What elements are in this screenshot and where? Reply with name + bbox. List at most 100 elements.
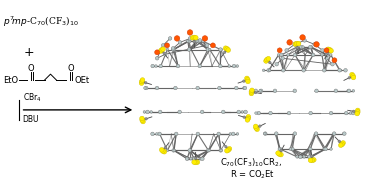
Circle shape [326, 47, 331, 52]
Circle shape [296, 41, 301, 46]
Circle shape [217, 132, 221, 136]
Circle shape [210, 43, 215, 48]
Circle shape [351, 75, 356, 80]
Circle shape [313, 43, 316, 46]
Circle shape [338, 140, 341, 143]
Circle shape [329, 54, 332, 56]
Circle shape [268, 69, 271, 72]
Circle shape [314, 42, 319, 47]
Circle shape [293, 53, 297, 57]
Circle shape [166, 48, 169, 51]
Circle shape [219, 48, 222, 51]
Circle shape [236, 65, 239, 67]
Circle shape [246, 116, 251, 121]
Circle shape [155, 50, 159, 55]
Circle shape [299, 45, 303, 49]
Circle shape [202, 36, 208, 41]
Circle shape [345, 111, 348, 115]
Circle shape [158, 49, 163, 53]
Circle shape [259, 90, 261, 92]
Circle shape [343, 132, 346, 135]
Circle shape [221, 110, 225, 114]
Circle shape [311, 53, 315, 57]
Circle shape [352, 90, 355, 92]
Circle shape [227, 146, 232, 151]
Circle shape [245, 76, 249, 81]
Circle shape [163, 52, 166, 55]
Circle shape [338, 68, 341, 72]
Circle shape [264, 132, 267, 135]
Circle shape [277, 54, 280, 56]
Circle shape [151, 132, 154, 136]
Circle shape [173, 149, 175, 152]
Circle shape [208, 48, 211, 51]
Circle shape [232, 64, 236, 68]
Circle shape [139, 79, 144, 84]
Circle shape [155, 57, 159, 60]
Circle shape [171, 46, 175, 50]
Circle shape [145, 117, 147, 120]
Circle shape [244, 110, 247, 114]
Circle shape [173, 48, 176, 51]
Circle shape [268, 61, 271, 64]
Circle shape [151, 64, 155, 68]
Circle shape [166, 149, 169, 152]
Circle shape [162, 149, 167, 154]
Circle shape [220, 149, 222, 152]
Circle shape [339, 69, 342, 72]
Circle shape [296, 46, 298, 48]
Circle shape [254, 91, 257, 94]
Circle shape [199, 157, 202, 160]
Circle shape [275, 62, 279, 66]
Circle shape [243, 86, 247, 90]
Circle shape [308, 158, 313, 163]
Circle shape [161, 47, 166, 52]
Circle shape [144, 87, 146, 89]
Circle shape [281, 57, 284, 60]
Circle shape [264, 59, 268, 63]
Circle shape [343, 132, 345, 135]
Circle shape [308, 45, 312, 49]
Circle shape [254, 126, 259, 130]
Circle shape [329, 48, 333, 53]
Circle shape [302, 46, 304, 48]
Circle shape [218, 86, 221, 90]
Circle shape [200, 110, 204, 114]
Circle shape [300, 35, 305, 40]
Circle shape [207, 149, 210, 152]
Circle shape [249, 91, 254, 96]
Circle shape [249, 90, 254, 94]
Circle shape [188, 149, 192, 152]
Circle shape [277, 152, 282, 156]
Circle shape [243, 116, 245, 119]
Text: EtO: EtO [3, 76, 18, 85]
Circle shape [163, 53, 167, 56]
Circle shape [324, 147, 327, 151]
Circle shape [196, 86, 199, 90]
Circle shape [225, 148, 229, 153]
Circle shape [178, 41, 182, 44]
Circle shape [266, 56, 271, 61]
Circle shape [187, 48, 191, 51]
Circle shape [250, 88, 254, 93]
Circle shape [347, 89, 351, 93]
Text: $p^7\!mp$-C$_{70}$(CF$_3$)$_{10}$: $p^7\!mp$-C$_{70}$(CF$_3$)$_{10}$ [3, 15, 78, 29]
Text: CBr$_4$: CBr$_4$ [23, 91, 41, 104]
Circle shape [264, 132, 266, 135]
Circle shape [351, 111, 355, 115]
Circle shape [273, 89, 277, 93]
Circle shape [164, 146, 167, 149]
Circle shape [155, 65, 157, 67]
Circle shape [190, 157, 192, 160]
Circle shape [293, 42, 298, 46]
Circle shape [223, 46, 228, 50]
Circle shape [175, 132, 178, 136]
Circle shape [245, 77, 250, 82]
Circle shape [196, 132, 200, 136]
Circle shape [330, 148, 333, 150]
Circle shape [226, 148, 231, 152]
Circle shape [195, 160, 200, 164]
Circle shape [201, 157, 204, 161]
Circle shape [242, 87, 245, 89]
Circle shape [355, 111, 360, 116]
